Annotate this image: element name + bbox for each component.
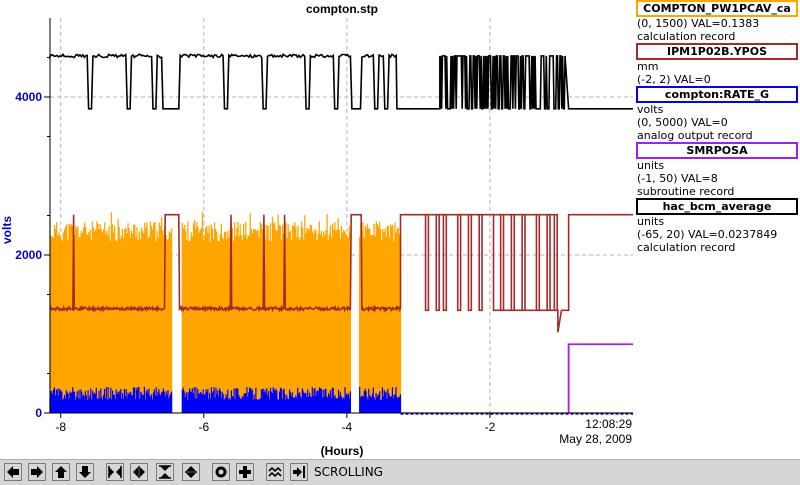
legend-entry[interactable]: compton:RATE_G volts (0, 5000) VAL=0 ana… [636, 86, 800, 142]
legend-range: (-65, 20) VAL=0.0237849 [637, 228, 778, 241]
strip-chart[interactable]: -8 -6 -4 -2 0 2000 4000 compton.stp volts (Hou… [0, 0, 800, 459]
legend-record: subroutine record [637, 185, 735, 198]
go-right-icon[interactable] [290, 463, 308, 481]
series-ipm1p02b-ypos [49, 213, 633, 333]
legend-unit: volts [637, 103, 664, 116]
left-arrow-icon[interactable] [4, 463, 22, 481]
legend-record: calculation record [637, 241, 736, 254]
y-axis-label: volts [0, 216, 14, 244]
series-compton-pw1pcav-ca [181, 211, 352, 413]
legend-unit: units [637, 159, 665, 172]
series-smrposa [567, 343, 633, 413]
legend-name[interactable]: SMRPOSA [636, 142, 798, 159]
legend-name[interactable]: compton:RATE_G [636, 86, 798, 103]
series-compton-pw1pcav-ca [359, 221, 402, 413]
legend-unit: units [637, 215, 665, 228]
zoom-in-y-icon[interactable] [156, 463, 174, 481]
show-all-icon[interactable] [266, 463, 284, 481]
legend-range: (0, 1500) VAL=0.1383 [637, 17, 760, 30]
legend-unit: mm [637, 60, 659, 73]
series-compton-pw1pcav-ca [49, 212, 173, 413]
legend: COMPTON_PW1PCAV_ca (0, 1500) VAL=0.1383 … [636, 0, 800, 254]
down-arrow-icon[interactable] [76, 463, 94, 481]
legend-range: (0, 5000) VAL=0 [637, 116, 728, 129]
legend-name[interactable]: IPM1P02B.YPOS [636, 43, 798, 60]
y-tick-label: 0 [35, 406, 42, 420]
x-tick-label: -4 [342, 420, 353, 434]
series-compton-rate-g [181, 387, 351, 413]
chart-title: compton.stp [306, 2, 378, 16]
legend-range: (-2, 2) VAL=0 [637, 73, 711, 86]
add-icon[interactable] [236, 463, 254, 481]
zoom-out-x-icon[interactable] [130, 463, 148, 481]
axes: -8 -6 -4 -2 0 2000 4000 [15, 18, 633, 434]
scroll-status: SCROLLING [314, 465, 383, 479]
series-compton-rate-g [359, 386, 402, 413]
legend-name[interactable]: COMPTON_PW1PCAV_ca [636, 0, 798, 17]
x-tick-label: -2 [485, 420, 496, 434]
toolbar: SCROLLING [0, 459, 800, 485]
series-hac-bcm-average [49, 52, 633, 110]
legend-entry[interactable]: SMRPOSA units (-1, 50) VAL=8 subroutine … [636, 142, 800, 198]
legend-record: analog output record [637, 129, 753, 142]
right-arrow-icon[interactable] [28, 463, 46, 481]
legend-entry[interactable]: COMPTON_PW1PCAV_ca (0, 1500) VAL=0.1383 … [636, 0, 800, 43]
autoscale-icon[interactable] [212, 463, 230, 481]
up-arrow-icon[interactable] [52, 463, 70, 481]
x-axis-label: (Hours) [321, 444, 364, 458]
y-tick-label: 4000 [15, 90, 42, 104]
timestamp-time: 12:08:29 [585, 417, 632, 431]
legend-name[interactable]: hac_bcm_average [636, 198, 798, 215]
zoom-in-x-icon[interactable] [106, 463, 124, 481]
legend-entry[interactable]: IPM1P02B.YPOS mm (-2, 2) VAL=0 [636, 43, 800, 86]
zoom-out-y-icon[interactable] [182, 463, 200, 481]
timestamp-date: May 28, 2009 [559, 432, 632, 446]
legend-record: calculation record [637, 30, 736, 43]
x-tick-label: -6 [198, 420, 209, 434]
y-tick-label: 2000 [15, 248, 42, 262]
legend-entry[interactable]: hac_bcm_average units (-65, 20) VAL=0.02… [636, 198, 800, 254]
x-tick-label: -8 [55, 420, 66, 434]
legend-range: (-1, 50) VAL=8 [637, 172, 718, 185]
